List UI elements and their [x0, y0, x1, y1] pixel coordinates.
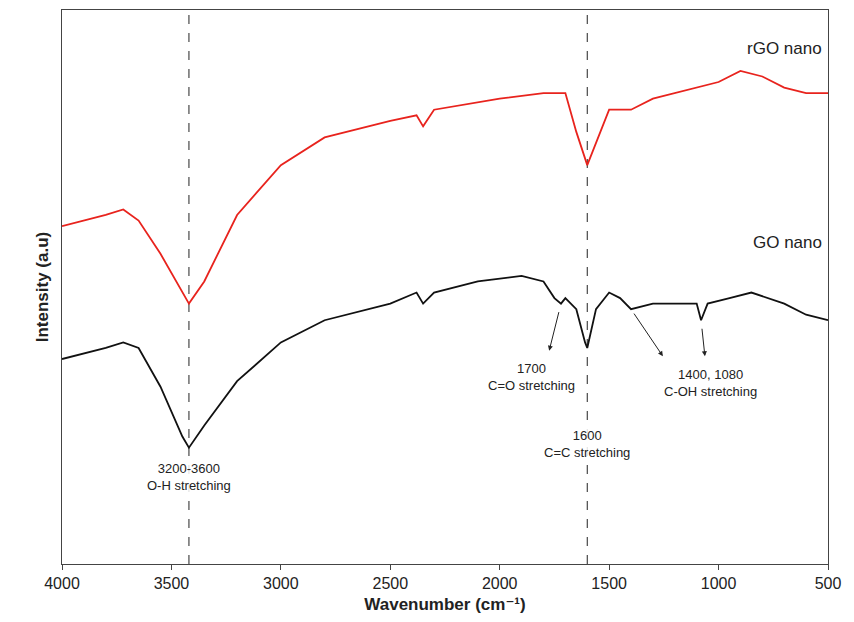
- svg-text:Intensity (a.u): Intensity (a.u): [33, 232, 52, 343]
- svg-text:1600C=C stretching: 1600C=C stretching: [544, 428, 630, 460]
- svg-text:4000: 4000: [44, 575, 80, 592]
- svg-text:Wavenumber (cm⁻¹): Wavenumber (cm⁻¹): [364, 595, 525, 614]
- svg-text:GO nano: GO nano: [753, 233, 822, 252]
- svg-text:500: 500: [815, 575, 842, 592]
- svg-text:1400, 1080C-OH stretching: 1400, 1080C-OH stretching: [664, 367, 757, 399]
- svg-text:3200-3600O-H stretching: 3200-3600O-H stretching: [147, 461, 231, 493]
- svg-text:1700C=O stretching: 1700C=O stretching: [488, 361, 575, 393]
- svg-text:2500: 2500: [372, 575, 408, 592]
- svg-text:3000: 3000: [263, 575, 299, 592]
- svg-text:2000: 2000: [482, 575, 518, 592]
- svg-text:1000: 1000: [701, 575, 737, 592]
- svg-text:1500: 1500: [591, 575, 627, 592]
- svg-text:3500: 3500: [154, 575, 190, 592]
- svg-text:rGO nano: rGO nano: [747, 39, 822, 58]
